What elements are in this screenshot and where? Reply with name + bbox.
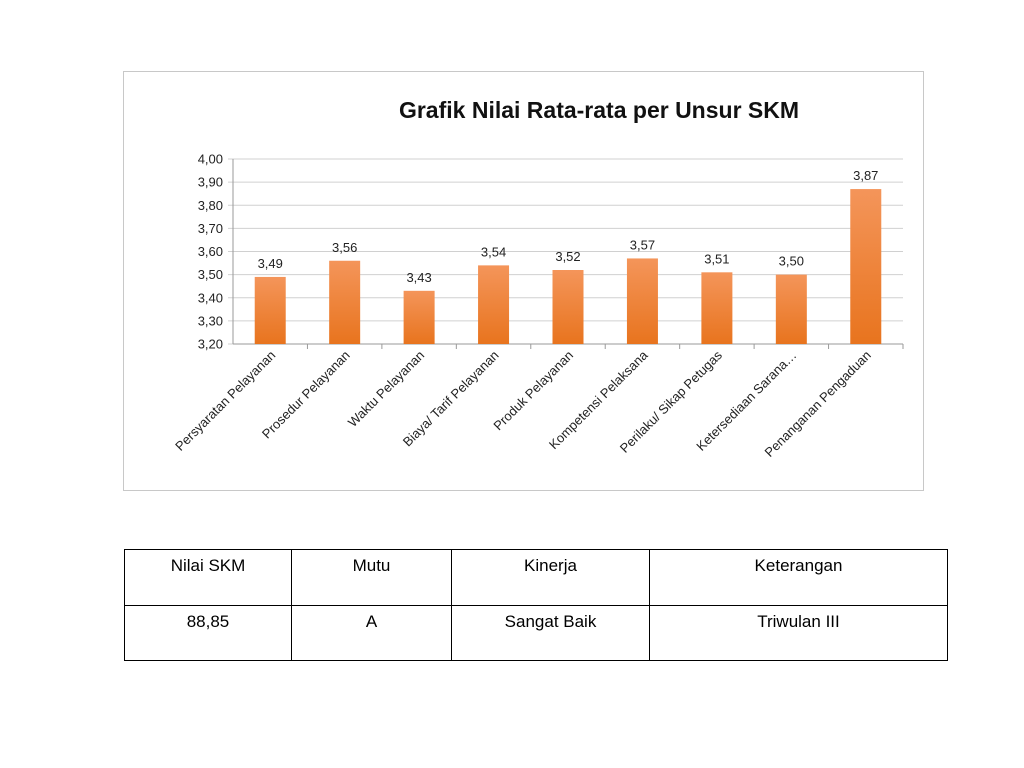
bar: [850, 189, 882, 344]
data-label: 3,43: [406, 270, 431, 285]
header-keterangan: Keterangan: [649, 549, 948, 606]
x-tick-label: Produk Pelayanan: [490, 348, 576, 434]
value-keterangan: Triwulan III: [649, 604, 948, 661]
data-label: 3,54: [481, 244, 506, 259]
chart-container: Grafik Nilai Rata-rata per Unsur SKM 3,2…: [123, 71, 924, 491]
table-header-row: Nilai SKM Mutu Kinerja Keterangan: [124, 549, 948, 606]
x-tick-label: Waktu Pelayanan: [345, 348, 427, 430]
data-label: 3,52: [555, 249, 580, 264]
y-tick-label: 3,20: [198, 337, 223, 352]
data-label: 3,56: [332, 240, 357, 255]
y-tick-label: 3,40: [198, 290, 223, 305]
bar: [552, 270, 584, 344]
bar: [626, 258, 658, 344]
value-kinerja: Sangat Baik: [451, 604, 650, 661]
bar: [701, 272, 733, 344]
value-nilai-skm: 88,85: [124, 604, 292, 661]
y-tick-label: 3,60: [198, 244, 223, 259]
y-tick-label: 3,80: [198, 198, 223, 213]
chart-title: Grafik Nilai Rata-rata per Unsur SKM: [399, 97, 799, 123]
bar: [403, 290, 435, 344]
summary-table: Nilai SKM Mutu Kinerja Keterangan 88,85 …: [124, 549, 948, 661]
data-label: 3,87: [853, 168, 878, 183]
bar-chart: Grafik Nilai Rata-rata per Unsur SKM 3,2…: [172, 97, 904, 460]
table-row: 88,85 A Sangat Baik Triwulan III: [124, 604, 948, 661]
value-mutu: A: [291, 604, 452, 661]
data-label: 3,50: [779, 254, 804, 269]
bar: [329, 260, 361, 344]
x-tick-label: Persyaratan Pelayanan: [172, 348, 278, 454]
data-label: 3,49: [258, 256, 283, 271]
header-mutu: Mutu: [291, 549, 452, 606]
y-tick-label: 3,70: [198, 221, 223, 236]
header-nilai-skm: Nilai SKM: [124, 549, 292, 606]
bar: [775, 274, 807, 344]
data-label: 3,51: [704, 251, 729, 266]
y-tick-label: 4,00: [198, 152, 223, 167]
bar: [478, 265, 510, 344]
header-kinerja: Kinerja: [451, 549, 650, 606]
bar: [254, 276, 286, 344]
data-label: 3,57: [630, 237, 655, 252]
y-tick-label: 3,50: [198, 267, 223, 282]
y-tick-label: 3,90: [198, 175, 223, 190]
y-tick-label: 3,30: [198, 313, 223, 328]
